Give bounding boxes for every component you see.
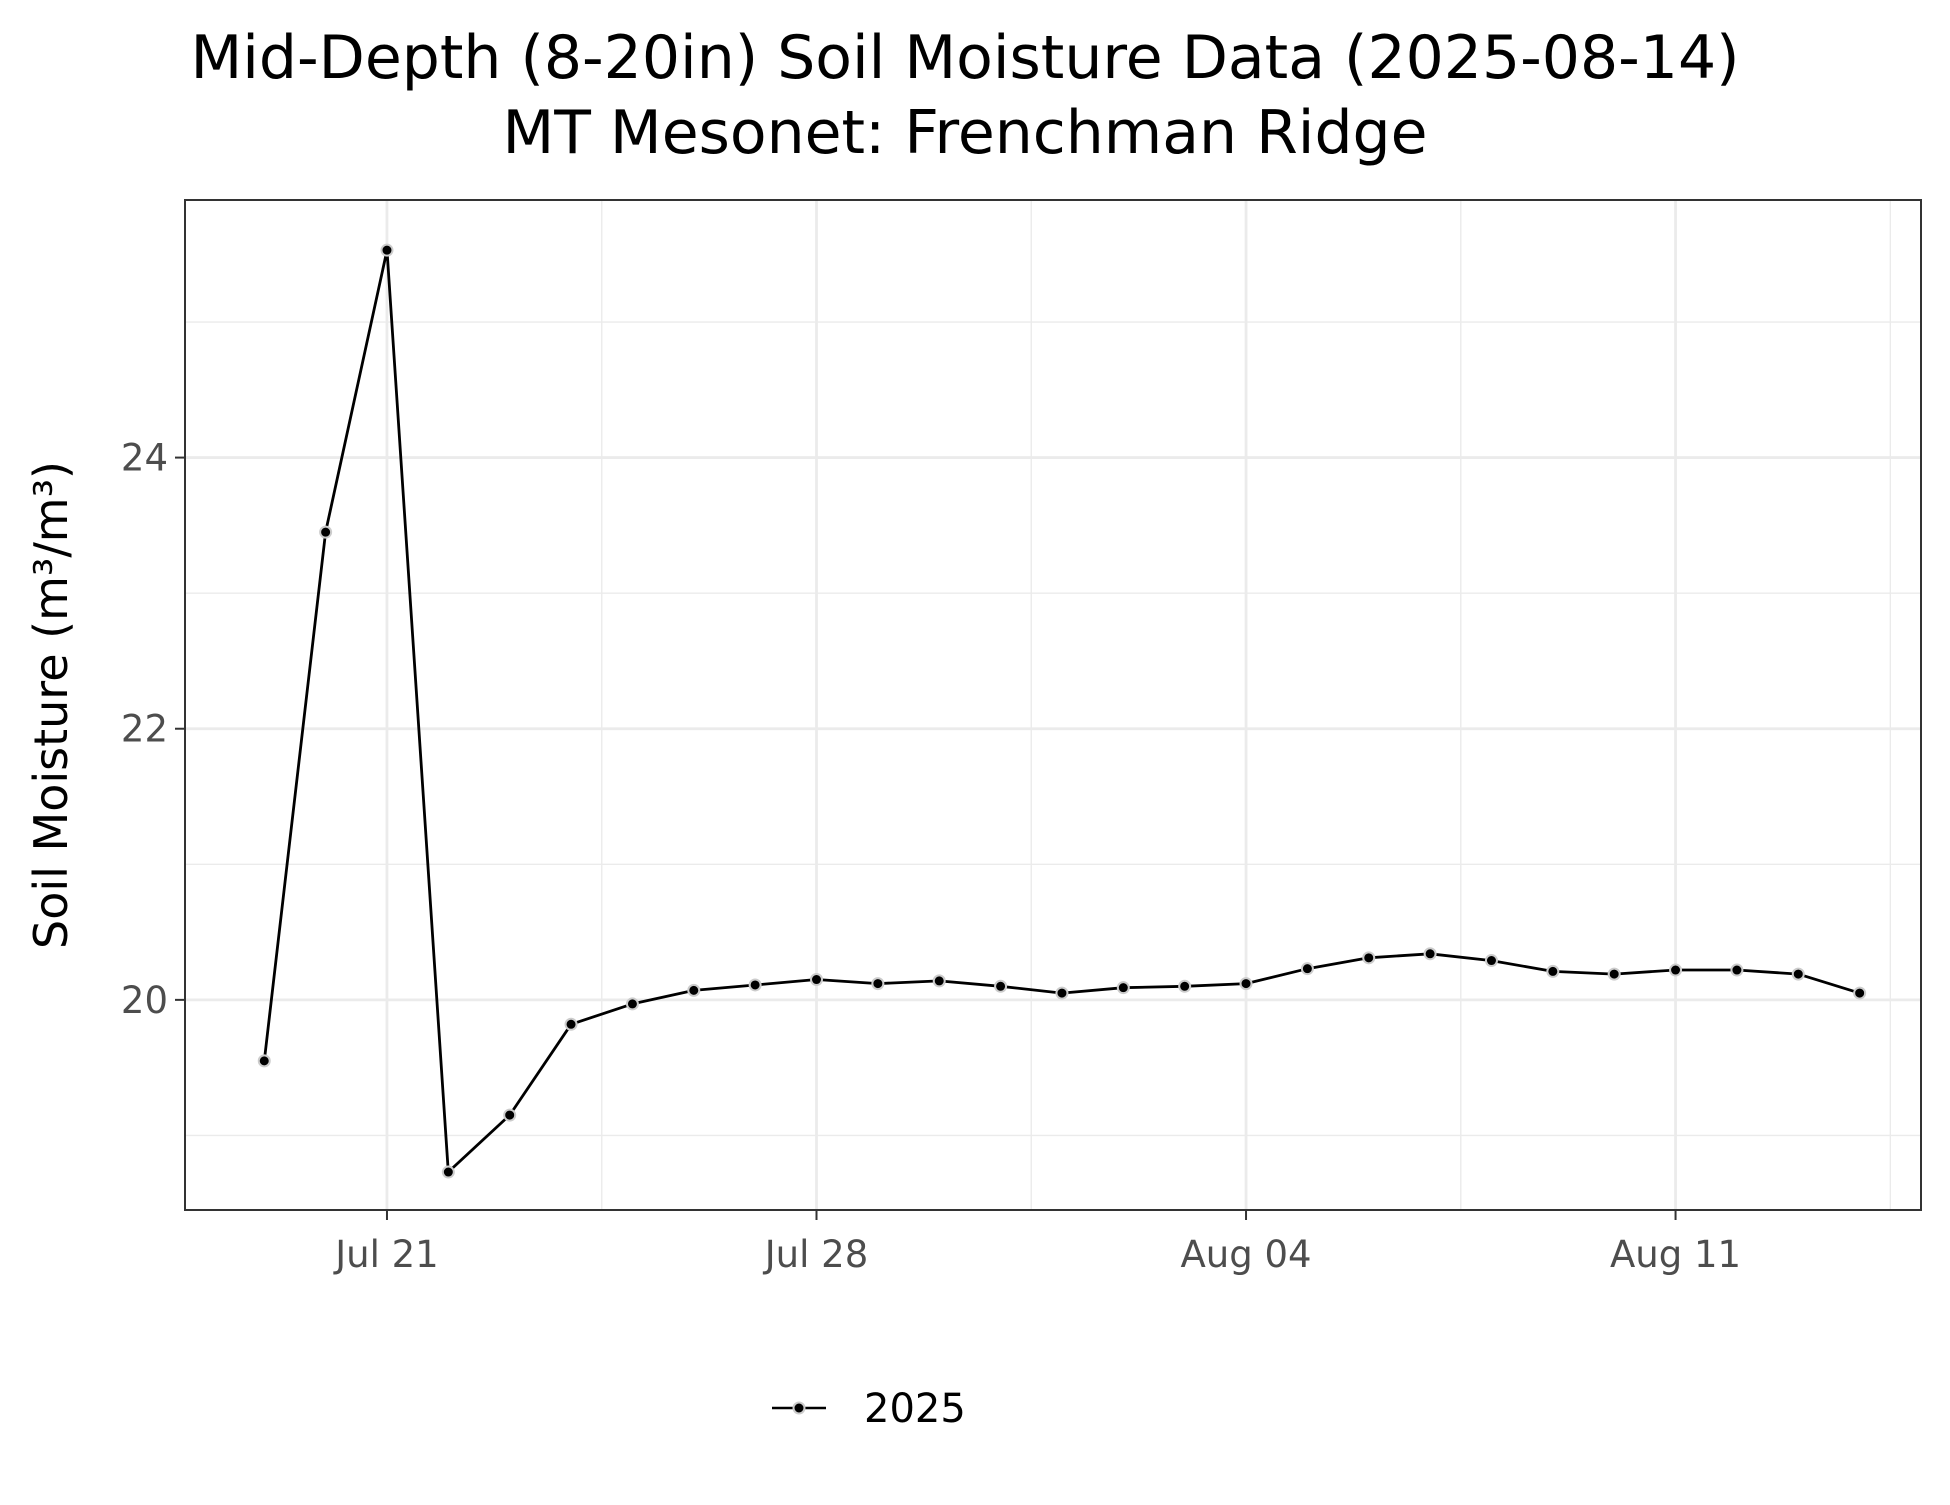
data-point	[503, 1108, 517, 1122]
grid-minor	[185, 200, 1921, 1210]
y-tick-label: 24	[121, 437, 168, 480]
y-axis-title: Soil Moisture (m³/m³)	[24, 461, 78, 949]
x-tick-label: Jul 28	[763, 1233, 868, 1276]
data-point	[1546, 964, 1560, 978]
chart-subtitle: MT Mesonet: Frenchman Ridge	[502, 98, 1427, 168]
data-point	[1853, 986, 1867, 1000]
data-point	[1300, 962, 1314, 976]
data-point	[1730, 963, 1744, 977]
data-point	[257, 1054, 271, 1068]
data-point	[1362, 951, 1376, 965]
legend-point-key	[792, 1401, 806, 1415]
data-point	[1055, 986, 1069, 1000]
x-tick-label: Aug 11	[1610, 1233, 1741, 1276]
plot-border	[184, 199, 1922, 1211]
data-point	[1607, 967, 1621, 981]
data-point	[687, 983, 701, 997]
data-point	[1239, 977, 1253, 991]
y-tick-label: 20	[121, 979, 168, 1022]
data-point	[1178, 979, 1192, 993]
grid-major	[185, 200, 1921, 1210]
chart-title: Mid-Depth (8-20in) Soil Moisture Data (2…	[190, 23, 1739, 93]
data-point	[1484, 954, 1498, 968]
series-layer	[257, 243, 1867, 1179]
data-point	[748, 978, 762, 992]
data-point	[625, 997, 639, 1011]
data-point	[441, 1165, 455, 1179]
legend-label: 2025	[864, 1386, 966, 1432]
data-point	[564, 1017, 578, 1031]
data-point	[1791, 967, 1805, 981]
y-tick-label: 22	[121, 708, 168, 751]
data-point	[994, 979, 1008, 993]
data-point	[810, 973, 824, 987]
data-point	[380, 243, 394, 257]
x-tick-label: Aug 04	[1180, 1233, 1311, 1276]
data-point	[319, 525, 333, 539]
plot-panel	[185, 200, 1921, 1210]
x-tick-label: Jul 21	[333, 1233, 438, 1276]
legend: 2025	[772, 1386, 966, 1432]
data-point	[871, 977, 885, 991]
axis-ticks: Jul 21 Jul 28 Aug 04 Aug 11 20 22 24	[121, 437, 1741, 1276]
data-point	[1669, 963, 1683, 977]
data-point	[1423, 947, 1437, 961]
data-point	[1116, 981, 1130, 995]
data-point	[932, 974, 946, 988]
